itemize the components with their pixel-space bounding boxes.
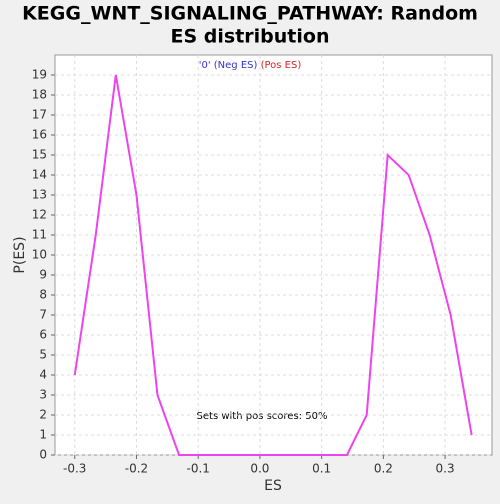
x-tick-label: -0.1 <box>186 462 209 476</box>
chart-title: KEGG_WNT_SIGNALING_PATHWAY: Random <box>22 3 478 25</box>
y-tick-label: 2 <box>39 408 47 422</box>
y-tick-label: 3 <box>39 388 47 402</box>
x-tick-label: -0.2 <box>125 462 148 476</box>
y-tick-label: 18 <box>32 88 47 102</box>
annotation: Sets with pos scores: 50% <box>197 411 328 422</box>
y-tick-label: 8 <box>39 288 47 302</box>
y-tick-label: 17 <box>32 108 47 122</box>
x-tick-label: 0.3 <box>436 462 455 476</box>
y-tick-label: 7 <box>39 308 47 322</box>
y-tick-label: 4 <box>39 368 47 382</box>
y-tick-label: 19 <box>32 68 47 82</box>
legend: '0' (Neg ES) (Pos ES) <box>199 60 302 71</box>
y-tick-label: 12 <box>32 208 47 222</box>
x-tick-label: 0.2 <box>374 462 393 476</box>
x-tick-label: -0.3 <box>63 462 86 476</box>
chart-title: ES distribution <box>171 26 330 48</box>
y-axis-label: P(ES) <box>12 236 28 273</box>
y-tick-label: 1 <box>39 428 47 442</box>
y-tick-label: 11 <box>32 228 47 242</box>
x-axis-label: ES <box>264 478 282 494</box>
y-tick-label: 10 <box>32 248 47 262</box>
y-tick-label: 9 <box>39 268 47 282</box>
y-tick-label: 5 <box>39 348 47 362</box>
line <box>73 74 473 456</box>
y-tick-label: 16 <box>32 128 47 142</box>
legend-entry: (Pos ES) <box>261 60 302 71</box>
x-tick-label: 0.1 <box>312 462 331 476</box>
y-tick-label: 6 <box>39 328 47 342</box>
y-tick-label: 13 <box>32 188 47 202</box>
y-tick-label: 0 <box>39 448 47 462</box>
legend-entry: '0' (Neg ES) <box>199 60 258 71</box>
y-tick-label: 15 <box>32 148 47 162</box>
x-tick-label: 0.0 <box>250 462 269 476</box>
y-tick-label: 14 <box>32 168 47 182</box>
